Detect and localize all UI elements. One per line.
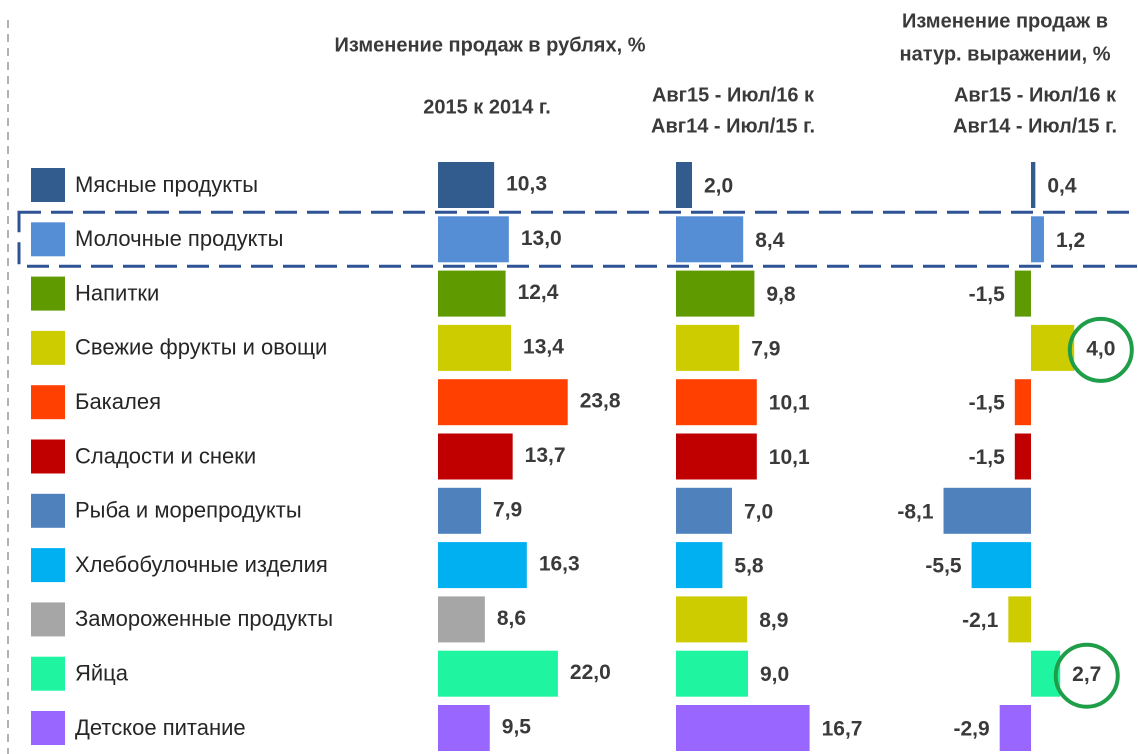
bar: [438, 650, 558, 697]
value-label: -8,1: [897, 500, 934, 523]
bar: [438, 596, 485, 643]
value-label: 7,9: [493, 498, 522, 521]
category-label: Детское питание: [75, 715, 246, 740]
value-label: 2,7: [1072, 663, 1101, 686]
legend-swatch: [31, 168, 65, 202]
value-label: 8,4: [755, 229, 785, 252]
series-name: Авг15 - Июл/16 к: [652, 84, 815, 106]
highlight-circle: [1067, 316, 1134, 383]
series-name: 2015 к 2014 г.: [423, 96, 551, 118]
bar: [676, 379, 757, 426]
highlight-box: [17, 210, 1138, 268]
value-label: 12,4: [518, 281, 559, 304]
legend-swatch: [31, 222, 65, 257]
bar: [676, 487, 732, 534]
value-label: 9,0: [760, 663, 789, 686]
value-label: -1,5: [969, 446, 1006, 469]
bar: [438, 487, 482, 534]
bar: [676, 270, 755, 317]
category-label: Напитки: [75, 280, 159, 305]
bar: [438, 162, 495, 208]
legend-swatch: [31, 711, 65, 745]
legend-swatch: [31, 330, 65, 365]
value-label: 23,8: [580, 390, 621, 413]
category-label: Сладости и снеки: [75, 443, 256, 468]
value-label: 1,2: [1056, 229, 1085, 252]
category-label: Рыба и морепродукты: [75, 498, 302, 523]
bar: [676, 596, 748, 643]
value-label: 10,1: [769, 392, 810, 415]
value-label: 16,3: [539, 553, 580, 576]
bar: [943, 487, 1031, 534]
legend-swatch: [31, 656, 65, 691]
bar: [676, 216, 744, 263]
title: Изменение продаж в рублях, %: [335, 34, 646, 56]
value-label: 2,0: [704, 175, 733, 198]
legend-swatch: [31, 602, 65, 637]
value-label: 13,0: [521, 227, 562, 250]
value-label: -2,1: [962, 609, 999, 632]
value-label: -1,5: [969, 283, 1006, 306]
series-name: Авг15 - Июл/16 к: [954, 84, 1117, 106]
bar: [676, 433, 757, 480]
bar: [438, 433, 513, 480]
bar: [1014, 270, 1031, 317]
bar: [1031, 162, 1036, 208]
category-label: Замороженные продукты: [75, 606, 333, 631]
value-label: 7,9: [751, 337, 780, 360]
bar: [438, 705, 490, 751]
title2: Изменение продаж в: [902, 10, 1108, 32]
category-label: Молочные продукты: [75, 226, 283, 251]
bar: [1031, 324, 1075, 371]
legend-swatch: [31, 548, 65, 583]
bar: [676, 705, 810, 751]
category-label: Свежие фрукты и овощи: [75, 335, 327, 360]
value-label: 9,5: [502, 716, 532, 739]
value-label: 22,0: [570, 661, 611, 684]
category-label: Бакалея: [75, 389, 161, 414]
value-label: -1,5: [969, 392, 1006, 415]
category-label: Мясные продукты: [75, 172, 258, 197]
series-name: Авг14 - Июл/15 г.: [651, 115, 815, 137]
value-label: 7,0: [744, 500, 773, 523]
legend-swatch: [31, 493, 65, 528]
value-label: -2,9: [953, 718, 989, 741]
value-label: 9,8: [766, 283, 796, 306]
value-label: 8,6: [497, 607, 526, 630]
value-label: 13,4: [523, 335, 564, 358]
value-label: 8,9: [759, 609, 788, 632]
bar: [1014, 433, 1031, 480]
bar: [1031, 216, 1044, 263]
category-label: Хлебобулочные изделия: [75, 552, 328, 577]
bar: [438, 324, 512, 371]
highlight-circle: [1053, 642, 1120, 709]
bar: [438, 270, 506, 317]
value-label: 16,7: [822, 718, 863, 741]
value-label: 13,7: [525, 444, 566, 467]
legend-swatch: [31, 439, 65, 474]
category-label: Яйца: [75, 661, 129, 686]
value-label: -5,5: [925, 555, 962, 578]
bar: [999, 705, 1031, 751]
value-label: 5,8: [734, 555, 764, 578]
bar: [438, 216, 509, 263]
legend-swatch: [31, 276, 65, 311]
value-label: 0,4: [1047, 175, 1077, 198]
title2: натур. выражении, %: [899, 43, 1110, 65]
bar: [438, 379, 568, 426]
bar: [438, 542, 527, 589]
legend-swatch: [31, 385, 65, 420]
value-label: 10,1: [769, 446, 810, 469]
bar: [676, 650, 748, 697]
bar: [1008, 596, 1031, 643]
bar: [676, 324, 740, 371]
bar: [971, 542, 1031, 589]
bar: [1014, 379, 1031, 426]
series-name: Авг14 - Июл/15 г.: [953, 115, 1117, 137]
value-label: 10,3: [506, 173, 547, 196]
bar: [676, 162, 692, 208]
value-label: 4,0: [1086, 337, 1115, 360]
bar: [676, 542, 723, 589]
